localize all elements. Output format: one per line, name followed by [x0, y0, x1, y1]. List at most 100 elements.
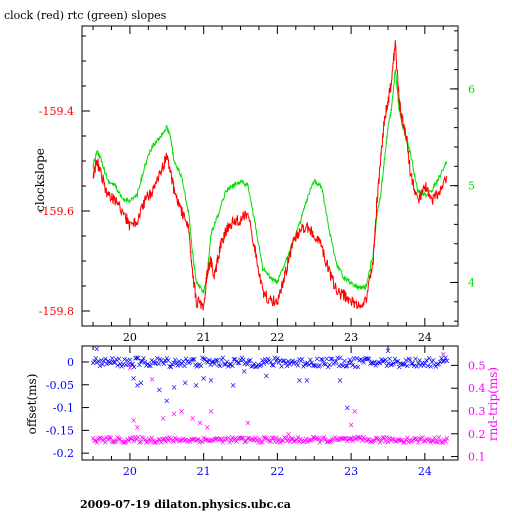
clock-series-line	[92, 40, 448, 311]
offset-point: ×	[377, 359, 384, 368]
offset-point: ×	[232, 355, 239, 364]
offset-point: ×	[239, 353, 246, 362]
rndtrip-point: ×	[400, 438, 407, 447]
offset-point: ×	[325, 362, 332, 371]
rndtrip-point: ×	[344, 437, 351, 446]
slope-chart-frame	[81, 25, 459, 327]
clockslope-axis-label: clockslope	[33, 148, 47, 212]
rndtrip-point: ×	[166, 433, 173, 442]
rndtrip-point: ×	[334, 436, 341, 445]
offset-point: ×	[266, 356, 273, 365]
offset-point: ×	[431, 360, 438, 369]
page-title: clock (red) rtc (green) slopes	[4, 9, 167, 22]
offset-point: ×	[200, 355, 207, 364]
offset-point: ×	[91, 357, 98, 366]
offset-point: ×	[98, 356, 105, 365]
offset-point: ×	[255, 360, 262, 369]
offset-point: ×	[311, 361, 318, 370]
offset-point: ×	[351, 354, 358, 363]
slope-x-tick-label: 23	[344, 331, 358, 344]
offset-point: ×	[124, 356, 131, 365]
rndtrip-outlier-point: ×	[245, 418, 252, 427]
rndtrip-point: ×	[211, 435, 218, 444]
offset-point: ×	[383, 362, 390, 371]
rndtrip-point: ×	[90, 434, 97, 443]
offset-point: ×	[295, 361, 302, 370]
rndtrip-point: ×	[404, 434, 411, 443]
offset-point: ×	[288, 358, 295, 367]
offset-point: ×	[345, 359, 352, 368]
offset-point: ×	[169, 360, 176, 369]
rndtrip-point: ×	[416, 434, 423, 443]
offset-y-tick-label: -0.1	[53, 402, 74, 415]
rndtrip-point: ×	[101, 434, 108, 443]
offset-point: ×	[251, 360, 258, 369]
offset-point: ×	[217, 362, 224, 371]
rndtrip-point: ×	[444, 434, 451, 443]
rndtrip-point: ×	[215, 435, 222, 444]
rndtrip-point: ×	[248, 435, 255, 444]
offset-point: ×	[157, 355, 164, 364]
rndtrip-point: ×	[121, 438, 128, 447]
rndtrip-point: ×	[321, 433, 328, 442]
offset-point: ×	[435, 360, 442, 369]
rndtrip-point: ×	[306, 435, 313, 444]
offset-point: ×	[144, 359, 151, 368]
rndtrip-point: ×	[412, 434, 419, 443]
offset-point: ×	[260, 359, 267, 368]
rndtrip-point: ×	[120, 438, 127, 447]
offset-point: ×	[211, 359, 218, 368]
rndtrip-point: ×	[146, 435, 153, 444]
rndtrip-point: ×	[280, 437, 287, 446]
rndtrip-point: ×	[94, 438, 101, 447]
offset-point: ×	[244, 360, 251, 369]
offset-point: ×	[240, 355, 247, 364]
offset-point: ×	[114, 361, 121, 370]
rndtrip-point: ×	[312, 435, 319, 444]
rndtrip-point: ×	[237, 433, 244, 442]
rndtrip-point: ×	[262, 433, 269, 442]
rndtrip-point: ×	[418, 434, 425, 443]
offset-point: ×	[359, 356, 366, 365]
offset-outlier-point: ×	[208, 376, 215, 385]
rndtrip-point: ×	[289, 435, 296, 444]
offset-point: ×	[143, 361, 150, 370]
rndtrip-point: ×	[136, 438, 143, 447]
rndtrip-point: ×	[370, 436, 377, 445]
offset-point: ×	[127, 355, 134, 364]
rndtrip-point: ×	[132, 433, 139, 442]
rndtrip-point: ×	[360, 433, 367, 442]
slope-y2-tick-label: 5	[468, 180, 475, 193]
rndtrip-point: ×	[177, 436, 184, 445]
rndtrip-point: ×	[337, 434, 344, 443]
slope-y2-tick-label: 4	[468, 276, 475, 289]
offset-point: ×	[172, 356, 179, 365]
rndtrip-point: ×	[389, 435, 396, 444]
offset-point: ×	[262, 355, 269, 364]
offset-point: ×	[317, 361, 324, 370]
offset-point: ×	[401, 360, 408, 369]
offset-point: ×	[225, 362, 232, 371]
rndtrip-point: ×	[356, 433, 363, 442]
offset-point: ×	[263, 358, 270, 367]
offset-point: ×	[271, 354, 278, 363]
rndtrip-point: ×	[409, 436, 416, 445]
offset-point: ×	[420, 361, 427, 370]
rndtrip-point: ×	[408, 437, 415, 446]
offset-point: ×	[385, 359, 392, 368]
offset-point: ×	[159, 358, 166, 367]
rndtrip-point: ×	[210, 436, 217, 445]
rndtrip-point: ×	[442, 437, 449, 446]
rndtrip-point: ×	[426, 435, 433, 444]
rndtrip-point: ×	[196, 438, 203, 447]
rndtrip-point: ×	[245, 434, 252, 443]
rndtrip-point: ×	[362, 435, 369, 444]
offset-point: ×	[281, 356, 288, 365]
rndtrip-point: ×	[373, 433, 380, 442]
offset-point: ×	[259, 356, 266, 365]
offset-point: ×	[340, 362, 347, 371]
rndtrip-point: ×	[314, 434, 321, 443]
rndtrip-point: ×	[179, 436, 186, 445]
offset-point: ×	[349, 361, 356, 370]
